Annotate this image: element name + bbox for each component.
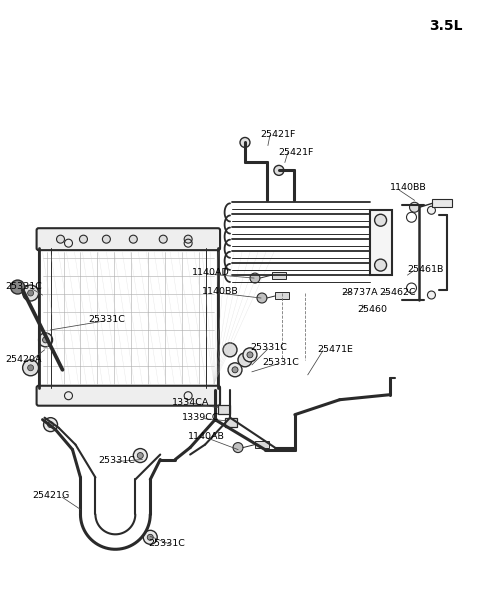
Circle shape xyxy=(133,448,147,463)
Text: 28737A: 28737A xyxy=(342,288,378,297)
FancyBboxPatch shape xyxy=(36,386,220,406)
Circle shape xyxy=(274,165,284,175)
Text: 25462C: 25462C xyxy=(380,288,416,297)
Circle shape xyxy=(43,337,48,343)
Text: 25331C: 25331C xyxy=(148,539,185,548)
Text: 25331C: 25331C xyxy=(6,282,43,291)
Circle shape xyxy=(257,293,267,303)
Text: 1140AD: 1140AD xyxy=(192,268,230,277)
Circle shape xyxy=(23,285,38,301)
Circle shape xyxy=(57,235,64,243)
Text: 25331C: 25331C xyxy=(250,343,287,352)
Circle shape xyxy=(184,235,192,243)
Text: 25461B: 25461B xyxy=(408,265,444,274)
FancyBboxPatch shape xyxy=(36,228,220,250)
Circle shape xyxy=(232,367,238,373)
Circle shape xyxy=(374,259,386,271)
Bar xyxy=(272,272,286,279)
Text: 1140BB: 1140BB xyxy=(202,287,239,296)
Text: 25421F: 25421F xyxy=(260,130,295,139)
Bar xyxy=(370,210,392,275)
Circle shape xyxy=(243,348,257,362)
Bar xyxy=(38,248,218,388)
Circle shape xyxy=(28,290,34,296)
Text: 25331C: 25331C xyxy=(88,315,125,324)
Circle shape xyxy=(137,453,144,459)
Text: 25331C: 25331C xyxy=(98,456,135,465)
Circle shape xyxy=(38,333,52,347)
Text: 25331C: 25331C xyxy=(262,358,299,367)
Circle shape xyxy=(250,273,260,283)
Text: 25460: 25460 xyxy=(358,305,388,314)
Text: 1339CC: 1339CC xyxy=(182,413,220,422)
Circle shape xyxy=(48,422,54,428)
Text: 1140BB: 1140BB xyxy=(390,183,426,192)
Bar xyxy=(255,441,269,448)
Circle shape xyxy=(428,291,435,299)
Text: 25421G: 25421G xyxy=(33,492,70,501)
Text: 25471E: 25471E xyxy=(318,345,354,354)
Circle shape xyxy=(428,206,435,214)
Bar xyxy=(225,418,237,427)
Text: 3.5L: 3.5L xyxy=(430,19,463,33)
Bar xyxy=(432,200,452,207)
Circle shape xyxy=(159,235,167,243)
Circle shape xyxy=(374,214,386,226)
Circle shape xyxy=(23,360,38,376)
Circle shape xyxy=(147,534,153,540)
Circle shape xyxy=(129,235,137,243)
Circle shape xyxy=(144,530,157,545)
Text: 25420A: 25420A xyxy=(6,355,42,364)
Text: 1140AB: 1140AB xyxy=(188,432,225,441)
Text: 25421F: 25421F xyxy=(278,148,313,157)
Circle shape xyxy=(238,353,252,367)
Circle shape xyxy=(223,343,237,357)
Circle shape xyxy=(233,442,243,453)
Circle shape xyxy=(102,235,110,243)
Circle shape xyxy=(409,203,420,212)
Circle shape xyxy=(247,352,253,358)
Circle shape xyxy=(240,138,250,147)
Circle shape xyxy=(11,280,24,294)
Circle shape xyxy=(44,418,58,432)
Bar xyxy=(275,292,289,299)
Text: 1334CA: 1334CA xyxy=(172,398,210,407)
Circle shape xyxy=(28,365,34,371)
Bar xyxy=(218,404,230,413)
Circle shape xyxy=(228,363,242,377)
Circle shape xyxy=(80,235,87,243)
